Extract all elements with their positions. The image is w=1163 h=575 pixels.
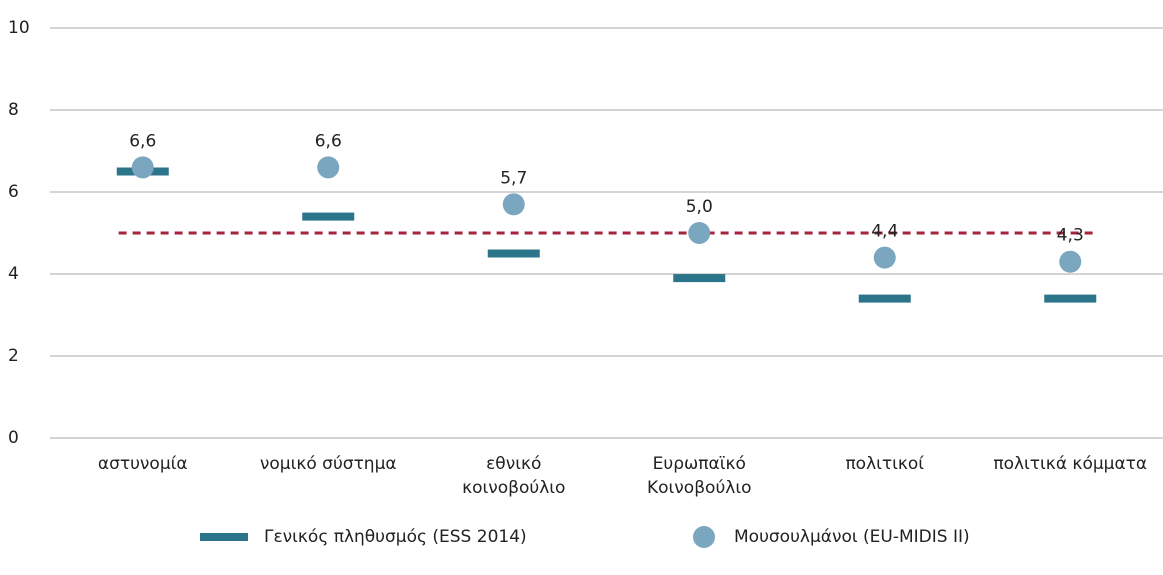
x-tick-label: εθνικό κοινοβούλιο: [462, 454, 566, 498]
dash-marker: [487, 249, 540, 258]
legend-swatch: [200, 533, 248, 541]
value-label: 4,4: [871, 222, 898, 242]
value-label: 4,3: [1057, 226, 1084, 246]
dot-marker: [873, 246, 896, 269]
legend-label: Γενικός πληθυσμός (ESS 2014): [264, 527, 527, 547]
dot-marker: [131, 156, 154, 179]
x-tick-label: αστυνομία: [97, 454, 188, 474]
dash-marker: [858, 294, 911, 303]
dash-marker: [1044, 294, 1097, 303]
value-label: 6,6: [315, 131, 342, 151]
dot-marker: [688, 222, 711, 244]
dot-marker: [1059, 250, 1082, 273]
dash-marker: [673, 274, 726, 283]
value-label: 5,7: [500, 168, 527, 188]
y-tick-label: 10: [8, 18, 30, 38]
y-tick-label: 6: [8, 182, 19, 202]
x-tick-label: νομικό σύστημα: [259, 454, 397, 474]
y-tick-label: 0: [8, 428, 19, 448]
y-tick-label: 2: [8, 346, 19, 366]
dash-marker: [302, 212, 355, 221]
x-tick-label: πολιτικοί: [845, 454, 925, 474]
x-tick-label: πολιτικά κόμματα: [993, 454, 1148, 474]
dot-marker: [502, 193, 525, 216]
x-tick-label: Ευρωπαϊκό Κοινοβούλιο: [647, 454, 752, 498]
legend-swatch: [693, 526, 715, 548]
value-label: 6,6: [129, 131, 156, 151]
value-label: 5,0: [686, 197, 713, 217]
y-tick-label: 4: [8, 264, 19, 284]
y-tick-label: 8: [8, 100, 19, 120]
dot-marker: [317, 156, 340, 179]
legend-label: Μουσουλμάνοι (EU-MIDIS II): [734, 527, 970, 547]
